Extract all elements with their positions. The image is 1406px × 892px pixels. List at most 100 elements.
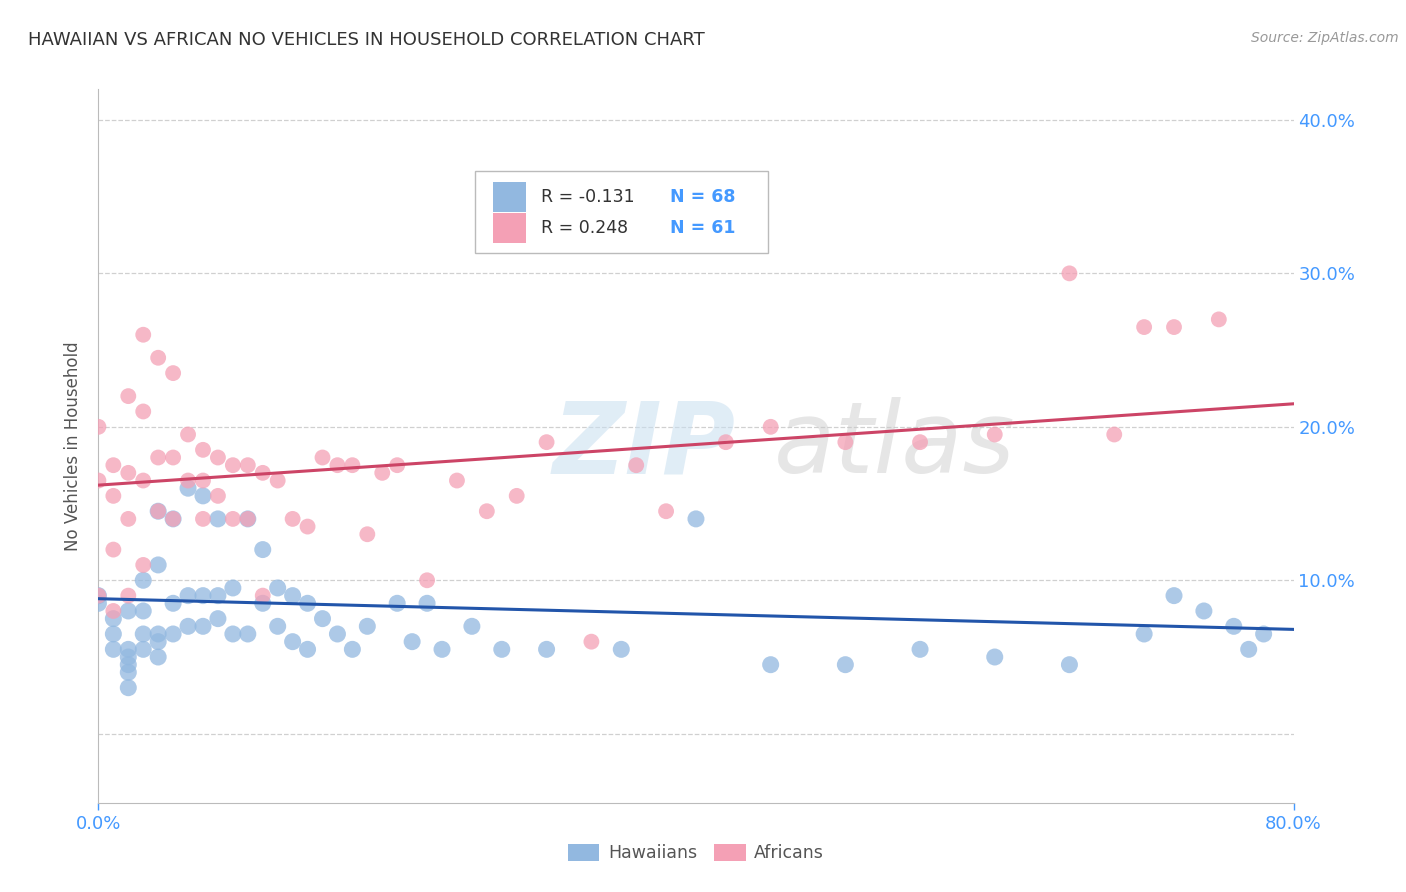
Point [191,442,214,457]
Point [385,458,409,473]
Point [356,619,378,633]
Point [759,419,782,434]
Text: atlas: atlas [773,398,1015,494]
Point [311,450,333,465]
Point [430,642,453,657]
Point [103,612,125,626]
Point [297,519,319,533]
Point [416,596,439,610]
Point [834,657,856,672]
Point [117,650,139,665]
Point [177,589,200,603]
Point [1133,320,1156,334]
Point [1163,589,1185,603]
Point [252,596,274,610]
Point [132,604,155,618]
Point [103,642,125,657]
Point [117,657,139,672]
Point [236,512,259,526]
Y-axis label: No Vehicles in Household: No Vehicles in Household [63,341,82,551]
Point [908,642,931,657]
Point [117,665,139,680]
Point [326,458,349,473]
Point [983,427,1005,442]
Point [401,634,423,648]
Point [148,504,170,518]
Point [281,589,304,603]
Point [222,581,245,595]
Point [267,581,290,595]
Point [162,596,184,610]
Point [132,574,155,588]
Point [983,650,1005,665]
Text: N = 68: N = 68 [669,188,735,206]
Point [416,574,439,588]
Point [132,474,155,488]
Point [236,458,259,473]
Point [207,589,229,603]
Point [685,512,707,526]
Point [1133,627,1156,641]
Point [236,627,259,641]
Point [297,642,319,657]
Point [148,650,170,665]
Point [536,642,558,657]
Point [1223,619,1246,633]
Point [117,589,139,603]
Point [461,619,484,633]
Point [207,489,229,503]
Point [342,642,364,657]
Point [117,466,139,480]
Legend: Hawaiians, Africans: Hawaiians, Africans [561,837,831,869]
Point [87,419,110,434]
Point [222,512,245,526]
Point [834,435,856,450]
Point [267,619,290,633]
Point [177,619,200,633]
Point [536,435,558,450]
Point [1163,320,1185,334]
Point [342,458,364,473]
Point [207,612,229,626]
Point [162,627,184,641]
Point [177,481,200,495]
Point [222,458,245,473]
Point [581,634,603,648]
Point [281,634,304,648]
Point [162,512,184,526]
Point [207,512,229,526]
Point [714,435,737,450]
Point [475,504,498,518]
Point [132,642,155,657]
Point [252,466,274,480]
Point [281,512,304,526]
Point [252,542,274,557]
Point [117,512,139,526]
Point [103,489,125,503]
Point [506,489,529,503]
Text: N = 61: N = 61 [669,219,735,236]
Point [207,450,229,465]
Point [103,458,125,473]
Point [103,542,125,557]
Point [759,657,782,672]
Text: Source: ZipAtlas.com: Source: ZipAtlas.com [1251,31,1399,45]
Point [297,596,319,610]
Point [177,427,200,442]
Point [132,627,155,641]
Point [148,504,170,518]
Point [356,527,378,541]
Point [191,619,214,633]
Point [624,458,647,473]
Point [148,627,170,641]
Point [655,504,678,518]
Point [311,612,333,626]
Point [132,327,155,342]
Point [117,642,139,657]
Point [117,389,139,403]
Point [87,474,110,488]
Point [191,489,214,503]
Point [103,604,125,618]
Point [252,589,274,603]
Point [908,435,931,450]
